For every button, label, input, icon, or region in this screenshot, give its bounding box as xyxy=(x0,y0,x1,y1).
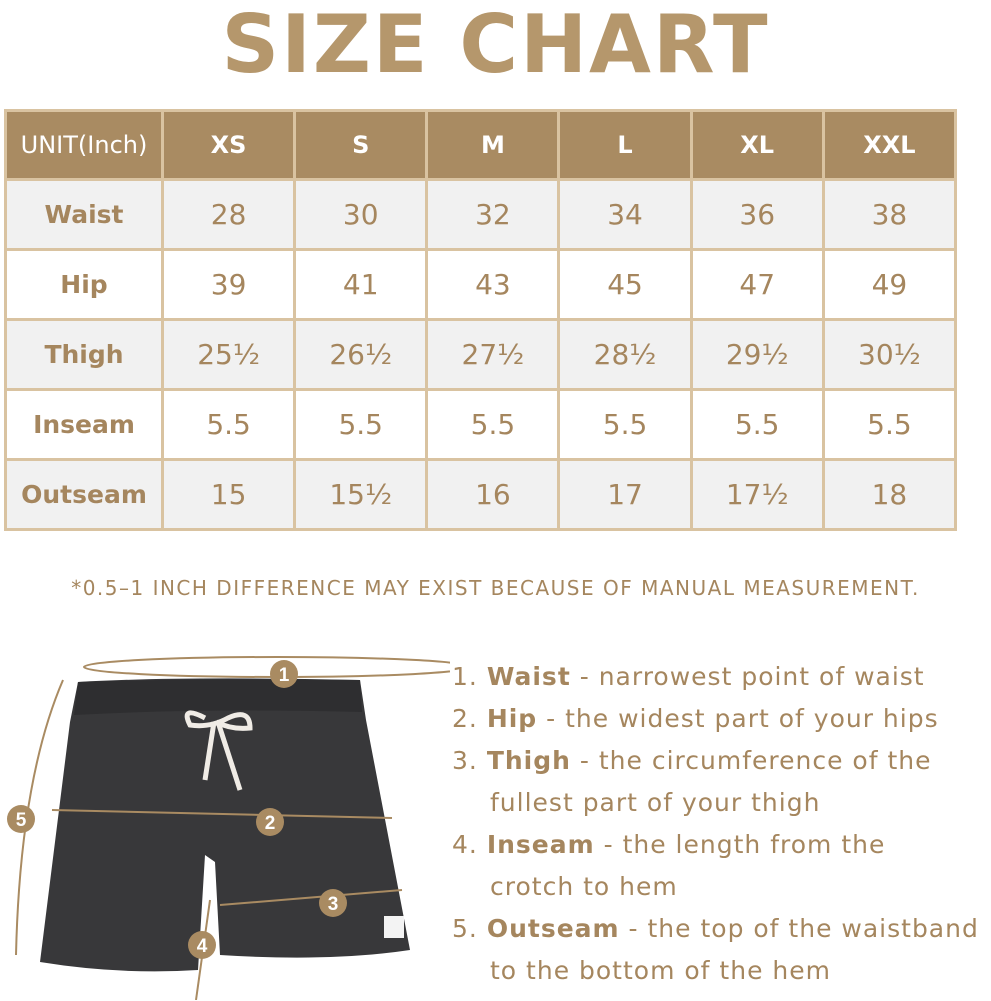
definition-term: Waist xyxy=(486,662,571,691)
unit-header: UNIT(Inch) xyxy=(4,109,164,181)
measure-value: 15 xyxy=(160,458,297,531)
measure-value: 30½ xyxy=(821,318,958,391)
definition-number: 5. xyxy=(452,914,478,943)
definition-term: Thigh xyxy=(486,746,571,775)
definition-item: 2. Hip - the widest part of your hips xyxy=(452,698,979,740)
marker-1-label: 1 xyxy=(279,665,290,686)
measure-value: 32 xyxy=(425,178,561,251)
measure-value: 45 xyxy=(557,248,693,321)
measure-value: 5.5 xyxy=(821,388,958,461)
measure-value: 49 xyxy=(821,248,958,321)
measure-value: 17½ xyxy=(689,458,825,531)
definition-desc: - the length from the xyxy=(594,830,886,859)
definition-term: Inseam xyxy=(486,830,595,859)
table-row: Inseam 5.5 5.5 5.5 5.5 5.5 5.5 xyxy=(4,388,958,461)
measure-value: 38 xyxy=(821,178,958,251)
page-title: SIZE CHART xyxy=(221,0,770,91)
garment-label xyxy=(384,916,404,938)
measure-value: 27½ xyxy=(425,318,561,391)
waistband xyxy=(74,679,362,715)
thigh-measure-line xyxy=(219,889,403,906)
size-header: XXL xyxy=(821,109,958,181)
table-row: Outseam 15 15½ 16 17 17½ 18 xyxy=(4,458,958,531)
header-row: UNIT(Inch) XS S M L XL XXL xyxy=(4,109,958,181)
measure-value: 5.5 xyxy=(160,388,297,461)
measure-value: 28 xyxy=(160,178,297,251)
measure-label: Inseam xyxy=(4,388,164,461)
size-header: S xyxy=(293,109,429,181)
measure-value: 34 xyxy=(557,178,693,251)
measure-label: Hip xyxy=(4,248,164,321)
marker-3-label: 3 xyxy=(328,894,339,915)
measure-value: 5.5 xyxy=(689,388,825,461)
measure-value: 26½ xyxy=(293,318,429,391)
table-row: Hip 39 41 43 45 47 49 xyxy=(4,248,958,321)
definition-desc: - the circumference of the xyxy=(570,746,932,775)
marker-1: 1 xyxy=(270,660,298,688)
definition-desc: - the widest part of your hips xyxy=(537,704,939,733)
size-header: XL xyxy=(689,109,825,181)
waist-measure-line xyxy=(83,656,450,678)
measure-value: 29½ xyxy=(689,318,825,391)
measure-value: 25½ xyxy=(160,318,297,391)
measure-value: 43 xyxy=(425,248,561,321)
measure-value: 17 xyxy=(557,458,693,531)
measure-label: Outseam xyxy=(4,458,164,531)
measure-value: 39 xyxy=(160,248,297,321)
measurement-note: *0.5–1 INCH DIFFERENCE MAY EXIST BECAUSE… xyxy=(71,576,920,600)
measure-label: Thigh xyxy=(4,318,164,391)
definition-number: 4. xyxy=(452,830,478,859)
marker-2: 2 xyxy=(256,808,284,836)
definition-continuation: crotch to hem xyxy=(490,872,678,901)
measure-label: Waist xyxy=(4,178,164,251)
definition-desc: - narrowest point of waist xyxy=(570,662,925,691)
definition-term: Hip xyxy=(486,704,538,733)
table-row: Waist 28 30 32 34 36 38 xyxy=(4,178,958,251)
outseam-measure-line xyxy=(15,679,64,956)
definition-item: 4. Inseam - the length from the xyxy=(452,824,979,866)
definition-item: 3. Thigh - the circumference of the xyxy=(452,740,979,782)
definition-number: 2. xyxy=(452,704,478,733)
drawstring xyxy=(184,710,253,791)
definition-continuation: to the bottom of the hem xyxy=(490,956,831,985)
marker-2-label: 2 xyxy=(265,813,276,834)
measure-value: 16 xyxy=(425,458,561,531)
measure-value: 30 xyxy=(293,178,429,251)
shorts-diagram: 1 2 3 4 5 xyxy=(7,656,450,1000)
hip-measure-line xyxy=(51,809,393,819)
measure-value: 15½ xyxy=(293,458,429,531)
definition-number: 1. xyxy=(452,662,478,691)
definition-number: 3. xyxy=(452,746,478,775)
measure-value: 36 xyxy=(689,178,825,251)
definition-continuation: fullest part of your thigh xyxy=(490,788,821,817)
measure-value: 5.5 xyxy=(557,388,693,461)
measurement-definitions: 1. Waist - narrowest point of waist 2. Hi… xyxy=(452,656,979,992)
size-table: UNIT(Inch) XS S M L XL XXL Waist 28 30 32 34… xyxy=(4,109,958,531)
marker-3: 3 xyxy=(319,889,347,917)
table-row: Thigh 25½ 26½ 27½ 28½ 29½ 30½ xyxy=(4,318,958,391)
definition-desc: - the top of the waistband xyxy=(619,914,979,943)
measure-value: 28½ xyxy=(557,318,693,391)
shorts-body xyxy=(40,678,410,972)
measure-value: 5.5 xyxy=(293,388,429,461)
measure-value: 5.5 xyxy=(425,388,561,461)
definition-term: Outseam xyxy=(486,914,620,943)
marker-5: 5 xyxy=(7,805,35,833)
measure-value: 18 xyxy=(821,458,958,531)
definition-item: 1. Waist - narrowest point of waist xyxy=(452,656,979,698)
marker-4: 4 xyxy=(188,931,216,959)
size-header: XS xyxy=(160,109,297,181)
size-header: M xyxy=(425,109,561,181)
size-header: L xyxy=(557,109,693,181)
marker-4-label: 4 xyxy=(197,936,208,957)
definition-item: 5. Outseam - the top of the waistband xyxy=(452,908,979,950)
marker-5-label: 5 xyxy=(16,810,27,831)
measure-value: 41 xyxy=(293,248,429,321)
measure-value: 47 xyxy=(689,248,825,321)
